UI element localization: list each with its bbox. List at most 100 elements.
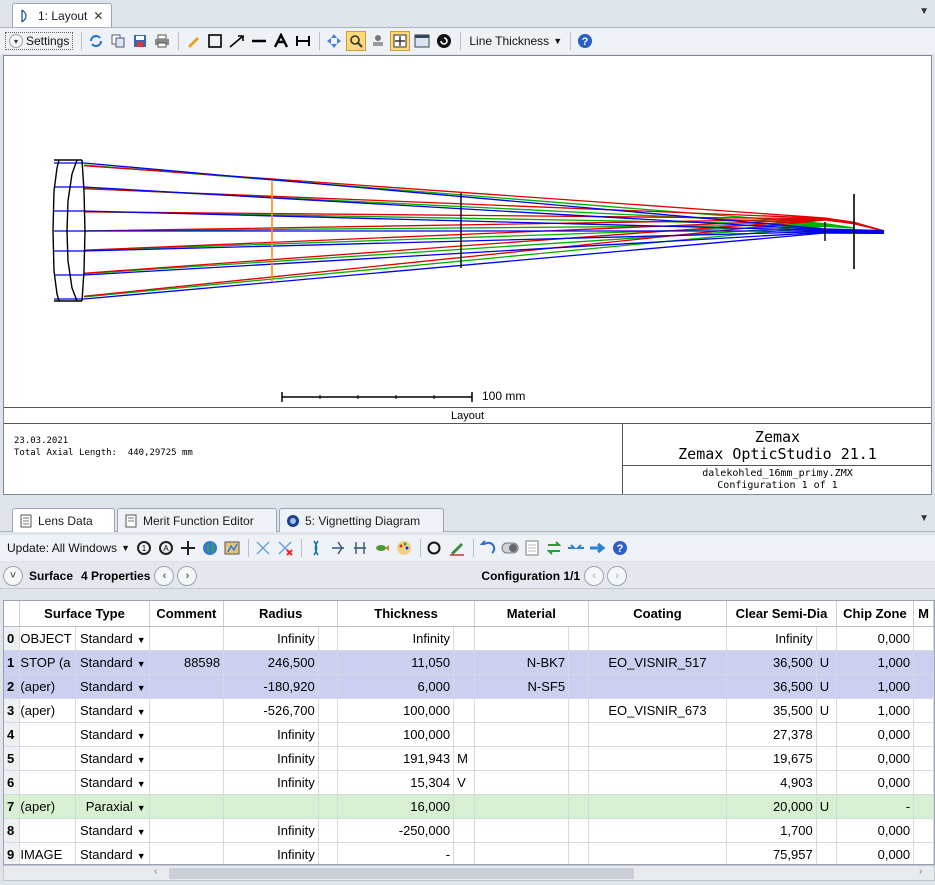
semi-dia-solve-cell[interactable] xyxy=(816,722,837,747)
material-cell[interactable] xyxy=(474,794,570,819)
surface-name-cell[interactable]: (aper) xyxy=(19,794,76,819)
surface-name-cell[interactable] xyxy=(19,746,76,771)
right-arrow-icon[interactable] xyxy=(588,538,608,558)
scroll-left-icon[interactable]: ‹ xyxy=(154,866,158,877)
thickness-solve-cell[interactable] xyxy=(453,674,475,699)
radius-cell[interactable]: Infinity xyxy=(223,746,319,771)
column-header[interactable]: M xyxy=(913,601,934,627)
clear-semi-dia-cell[interactable]: 36,500 xyxy=(726,650,817,675)
surface-type-cell[interactable]: Standard ▼ xyxy=(75,674,150,699)
radius-cell[interactable]: Infinity xyxy=(223,842,319,864)
fit-window-icon[interactable] xyxy=(390,31,411,51)
surface-name-cell[interactable] xyxy=(19,722,76,747)
radius-solve-cell[interactable] xyxy=(318,650,339,675)
thickness-solve-cell[interactable] xyxy=(453,842,475,864)
material-cell[interactable] xyxy=(474,698,570,723)
thickness-cell[interactable]: 11,050 xyxy=(337,650,455,675)
aperture-icon[interactable] xyxy=(350,538,370,558)
surface-type-cell[interactable]: Standard ▼ xyxy=(75,698,150,723)
pencil-icon[interactable] xyxy=(447,538,467,558)
radius-cell[interactable]: Infinity xyxy=(223,770,319,795)
next-column-cell[interactable] xyxy=(913,650,934,675)
surface-name-cell[interactable]: STOP (a xyxy=(19,650,76,675)
insert-surface-icon[interactable] xyxy=(253,538,273,558)
material-solve-cell[interactable] xyxy=(568,722,589,747)
comment-cell[interactable] xyxy=(149,626,225,651)
radius-cell[interactable]: Infinity xyxy=(223,626,319,651)
material-cell[interactable] xyxy=(474,842,570,864)
comment-cell[interactable] xyxy=(149,842,225,864)
clear-semi-dia-cell[interactable]: 36,500 xyxy=(726,674,817,699)
print-icon[interactable] xyxy=(152,31,172,51)
thickness-cell[interactable]: 191,943 xyxy=(337,746,455,771)
swap-icon[interactable] xyxy=(544,538,564,558)
radius-solve-cell[interactable] xyxy=(318,842,339,864)
table-row[interactable]: 7 (aper) Paraxial ▼ 16,000 20,000 U - xyxy=(4,794,934,819)
globe-icon[interactable] xyxy=(200,538,220,558)
next-column-cell[interactable] xyxy=(913,818,934,843)
material-cell[interactable] xyxy=(474,722,570,747)
chevron-down-icon[interactable]: ▼ xyxy=(136,706,146,717)
radius-solve-cell[interactable] xyxy=(318,626,339,651)
expand-properties-button[interactable]: ˅ xyxy=(3,565,23,586)
material-cell[interactable]: N-SF5 xyxy=(474,674,570,699)
next-config-button[interactable]: › xyxy=(607,565,628,586)
table-row[interactable]: 0 OBJECT Standard ▼ Infinity Infinity Infinity… xyxy=(4,626,934,651)
radius-solve-cell[interactable] xyxy=(318,722,339,747)
scrollbar-thumb[interactable] xyxy=(169,868,634,879)
column-header[interactable]: Material xyxy=(474,601,589,627)
coating-cell[interactable] xyxy=(588,674,728,699)
undo-icon[interactable] xyxy=(478,538,498,558)
close-icon[interactable]: ✕ xyxy=(93,8,104,23)
clear-semi-dia-cell[interactable]: 19,675 xyxy=(726,746,817,771)
material-solve-cell[interactable] xyxy=(568,626,589,651)
surface-type-cell[interactable]: Standard ▼ xyxy=(75,770,150,795)
chip-zone-cell[interactable]: 0,000 xyxy=(836,842,915,864)
surface-type-cell[interactable]: Standard ▼ xyxy=(75,818,150,843)
next-column-cell[interactable] xyxy=(913,722,934,747)
comment-cell[interactable] xyxy=(149,818,225,843)
next-column-cell[interactable] xyxy=(913,794,934,819)
thickness-cell[interactable]: 100,000 xyxy=(337,722,455,747)
material-solve-cell[interactable] xyxy=(568,674,589,699)
chip-zone-cell[interactable]: 0,000 xyxy=(836,818,915,843)
delete-surface-icon[interactable] xyxy=(275,538,295,558)
coating-cell[interactable]: EO_VISNIR_673 xyxy=(588,698,728,723)
lens-icon[interactable] xyxy=(306,538,326,558)
chip-zone-cell[interactable]: 1,000 xyxy=(836,650,915,675)
chevron-down-icon[interactable]: ▼ xyxy=(136,658,146,669)
semi-dia-solve-cell[interactable]: U xyxy=(816,674,837,699)
thickness-solve-cell[interactable] xyxy=(453,818,475,843)
help-icon[interactable]: ? xyxy=(610,538,630,558)
update-dropdown[interactable]: Update: All Windows ▼ xyxy=(7,541,130,555)
radius-solve-cell[interactable] xyxy=(318,770,339,795)
comment-cell[interactable] xyxy=(149,770,225,795)
column-header[interactable]: Clear Semi-Dia xyxy=(726,601,837,627)
comment-cell[interactable]: 88598 xyxy=(149,650,225,675)
ray-aim-icon[interactable] xyxy=(328,538,348,558)
line-thickness-dropdown[interactable]: Line Thickness ▼ xyxy=(469,34,562,48)
radius-solve-cell[interactable] xyxy=(318,818,339,843)
tab-layout[interactable]: 1: Layout ✕ xyxy=(12,3,112,27)
pane-menu-icon[interactable]: ▼ xyxy=(919,513,929,524)
settings-button[interactable]: ▾ Settings xyxy=(5,32,74,50)
radius-solve-cell[interactable] xyxy=(318,746,339,771)
surface-type-cell[interactable]: Standard ▼ xyxy=(75,722,150,747)
table-row[interactable]: 8 Standard ▼ Infinity -250,000 1,700 0,000 xyxy=(4,818,934,843)
material-solve-cell[interactable] xyxy=(568,698,589,723)
previous-config-button[interactable]: ‹ xyxy=(584,565,605,586)
material-solve-cell[interactable] xyxy=(568,650,589,675)
radius-solve-cell[interactable] xyxy=(318,698,339,723)
update-icon[interactable]: 1 xyxy=(134,538,154,558)
tab-merit-function-editor[interactable]: Merit Function Editor xyxy=(117,508,277,532)
pencil-icon[interactable] xyxy=(183,31,203,51)
chevron-down-icon[interactable]: ▼ xyxy=(136,682,146,693)
material-cell[interactable] xyxy=(474,746,570,771)
table-row[interactable]: 5 Standard ▼ Infinity 191,943 M 19,675 0,000 xyxy=(4,746,934,771)
chevron-down-icon[interactable]: ▼ xyxy=(136,850,146,861)
coating-cell[interactable] xyxy=(588,770,728,795)
rotate-icon[interactable] xyxy=(434,31,454,51)
coating-cell[interactable] xyxy=(588,842,728,864)
semi-dia-solve-cell[interactable] xyxy=(816,770,837,795)
thickness-solve-cell[interactable] xyxy=(453,650,475,675)
